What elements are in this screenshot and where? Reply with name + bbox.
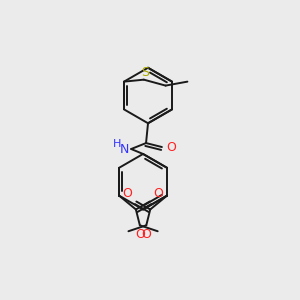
Text: H: H (113, 139, 121, 149)
Text: S: S (141, 66, 149, 79)
Text: O: O (135, 228, 145, 241)
Text: O: O (154, 187, 164, 200)
Text: N: N (120, 142, 129, 155)
Text: O: O (122, 187, 132, 200)
Text: O: O (166, 140, 176, 154)
Text: O: O (141, 228, 151, 241)
